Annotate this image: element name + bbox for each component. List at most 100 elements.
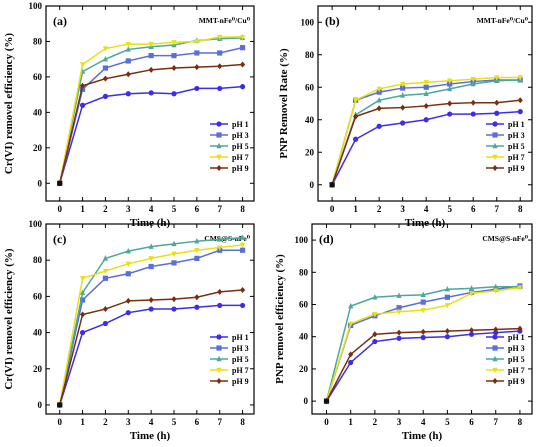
- x-tick-label: 6: [195, 204, 200, 214]
- data-point: [400, 92, 406, 98]
- x-tick-label: 1: [80, 204, 85, 214]
- data-point: [517, 325, 523, 332]
- y-tick-label: 40: [299, 332, 309, 342]
- legend-item: pH 1: [210, 120, 249, 129]
- data-point: [493, 330, 499, 336]
- panel-title: MMT-nFe⁰/Cu⁰: [199, 16, 251, 25]
- x-tick-label: 5: [445, 417, 450, 427]
- legend-swatch-marker: [216, 355, 222, 362]
- data-point: [423, 117, 429, 123]
- legend: pH 1 pH 3 pH 5 pH 7 pH 9: [486, 120, 525, 173]
- data-point: [148, 66, 154, 73]
- data-point: [376, 97, 382, 103]
- data-point: [470, 99, 476, 106]
- data-point: [148, 41, 154, 48]
- legend-label: pH 9: [508, 164, 525, 173]
- data-point: [194, 64, 200, 71]
- legend-item: pH 5: [486, 142, 525, 151]
- legend-label: pH 3: [232, 131, 249, 140]
- legend-swatch-marker: [216, 345, 222, 351]
- legend-label: pH 7: [232, 153, 249, 162]
- data-point: [194, 237, 200, 244]
- legend-swatch-marker: [216, 142, 222, 149]
- data-point: [376, 105, 382, 112]
- y-axis-label: Cr(VI) removel efficiency (%): [3, 248, 15, 390]
- x-tick-label: 7: [494, 204, 499, 214]
- data-point: [447, 78, 453, 84]
- data-point: [353, 98, 359, 104]
- y-tick-label: 0: [304, 396, 309, 406]
- data-point: [517, 97, 523, 104]
- data-point: [102, 75, 109, 82]
- y-tick-label: 0: [38, 178, 43, 188]
- data-point: [348, 359, 354, 366]
- legend-swatch-marker: [492, 121, 498, 127]
- data-point: [125, 91, 131, 97]
- data-point: [102, 275, 109, 281]
- legend: pH 1 pH 3 pH 5 pH 7 pH 9: [210, 333, 249, 386]
- legend: pH 1 pH 3 pH 5 pH 7 pH 9: [486, 333, 525, 386]
- data-point: [125, 58, 131, 64]
- legend-item: pH 9: [486, 164, 525, 173]
- x-tick-label: 0: [324, 417, 329, 427]
- x-tick-label: 7: [493, 417, 498, 427]
- data-point: [372, 311, 378, 318]
- data-point: [420, 291, 426, 298]
- x-axis-label: Time (h): [130, 217, 171, 229]
- y-tick-label: 40: [33, 107, 43, 117]
- x-tick-label: 2: [373, 417, 378, 427]
- data-point: [125, 271, 131, 277]
- y-tick-label: 80: [305, 50, 315, 60]
- data-point: [194, 294, 200, 301]
- data-point: [102, 306, 109, 313]
- data-point: [194, 50, 200, 56]
- panel-title: MMT-nFe⁰/Cu⁰: [477, 16, 529, 25]
- data-point: [125, 310, 131, 316]
- data-point: [420, 328, 426, 335]
- panel-label: (b): [325, 14, 340, 28]
- y-tick-label: 60: [33, 72, 43, 82]
- data-point: [400, 120, 406, 126]
- data-point: [353, 113, 359, 120]
- x-axis-label: Time (h): [405, 217, 446, 229]
- data-point: [348, 321, 354, 328]
- data-point: [239, 34, 246, 41]
- y-tick-label: 20: [305, 147, 315, 157]
- legend-swatch-marker: [216, 121, 222, 127]
- data-point: [423, 90, 429, 96]
- data-point: [468, 331, 475, 337]
- x-tick-label: 6: [471, 204, 476, 214]
- legend-item: pH 7: [486, 153, 525, 162]
- data-point: [125, 247, 131, 254]
- series-line: [58, 37, 243, 184]
- data-point: [400, 85, 406, 91]
- data-point: [125, 46, 131, 52]
- data-point: [125, 41, 131, 48]
- x-axis-label: Time (h): [130, 430, 171, 442]
- data-point: [400, 104, 406, 111]
- data-point: [353, 136, 359, 142]
- data-point: [444, 303, 450, 309]
- x-tick-label: 8: [240, 417, 245, 427]
- series-line: [331, 110, 521, 186]
- y-tick-label: 80: [299, 267, 309, 277]
- legend-label: pH 5: [508, 142, 525, 151]
- data-point: [372, 294, 378, 300]
- data-point: [348, 302, 354, 309]
- data-point: [102, 93, 109, 100]
- y-tick-label: 100: [301, 17, 315, 27]
- y-tick-label: 100: [295, 235, 309, 245]
- data-point: [396, 309, 402, 315]
- series-ph-9: [57, 61, 246, 187]
- legend-swatch-marker: [492, 142, 498, 149]
- legend-item: pH 7: [486, 366, 525, 375]
- data-point: [171, 260, 177, 266]
- legend-label: pH 7: [508, 153, 525, 162]
- series-ph-3: [57, 247, 246, 408]
- data-point: [217, 85, 223, 92]
- data-point: [239, 287, 246, 294]
- data-point: [517, 285, 523, 291]
- data-point: [239, 242, 246, 249]
- data-point: [493, 283, 499, 289]
